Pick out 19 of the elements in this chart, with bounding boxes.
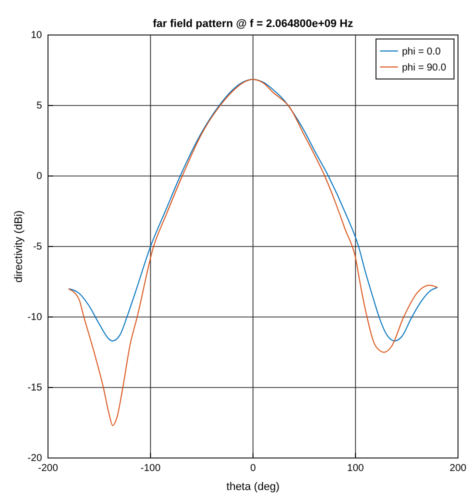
y-tick-label: 10: [30, 30, 42, 42]
x-tick-label: -100: [140, 463, 161, 474]
x-tick-label: 0: [250, 463, 256, 474]
y-tick-label: -10: [28, 312, 42, 324]
y-tick-label: -20: [28, 453, 42, 464]
chart-title: far field pattern @ f = 2.064800e+09 Hz: [152, 18, 354, 30]
y-tick-label: 5: [36, 100, 42, 112]
y-tick-label: -15: [28, 382, 42, 394]
legend-label: phi = 0.0: [402, 46, 442, 58]
y-tick-label: -5: [33, 242, 42, 253]
x-tick-label: 200: [450, 463, 467, 474]
y-tick-label: 0: [36, 171, 42, 182]
line-series: [68, 78, 438, 426]
y-axis-title: directivity (dBi): [13, 210, 25, 283]
x-axis-title: theta (deg): [226, 481, 280, 493]
x-tick-label: 100: [347, 463, 364, 474]
line-series: [68, 78, 438, 342]
legend-label: phi = 90.0: [402, 62, 447, 74]
x-tick-label: -200: [38, 463, 58, 474]
